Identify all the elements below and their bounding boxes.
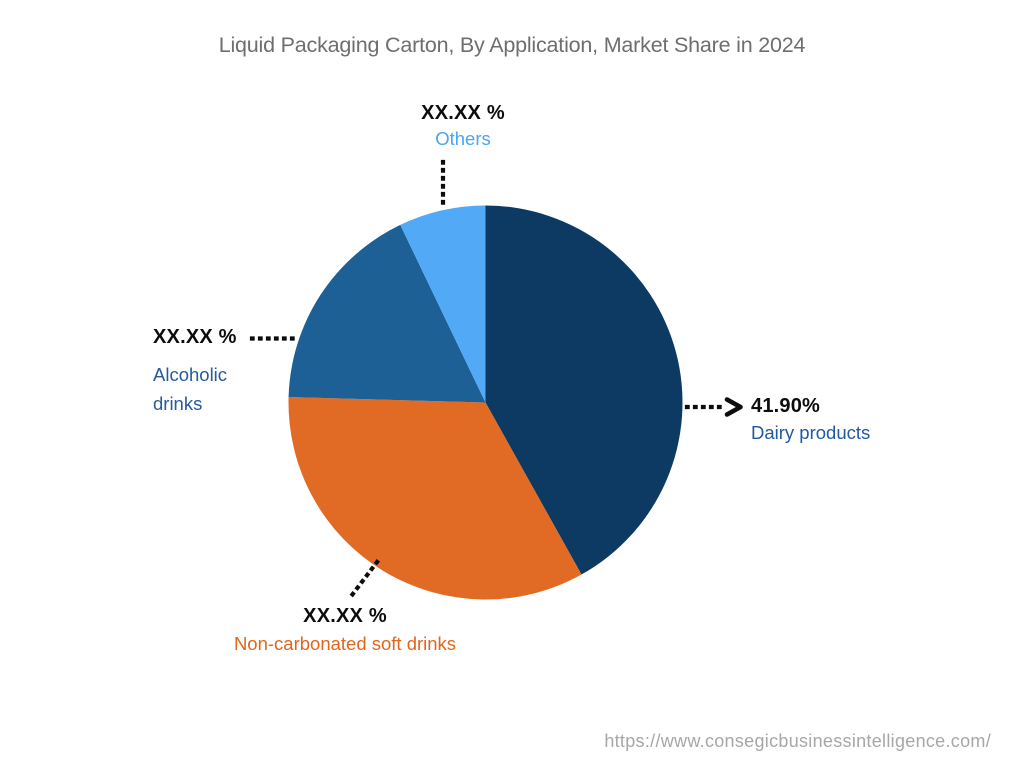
label-alcoholic-drinks: XX.XX % Alcoholic drinks (153, 327, 263, 418)
pie-slice-others (400, 205, 486, 403)
label-dairy-products: 41.90% Dairy products (751, 396, 971, 443)
value-non-carbonated-soft-drinks: XX.XX % (303, 605, 387, 627)
arrowhead-dairy-products (724, 397, 743, 417)
pie-slice-dairy-products (485, 205, 683, 575)
category-dairy-products: Dairy products (751, 422, 871, 443)
category-non-carbonated-soft-drinks: Non-carbonated soft drinks (233, 633, 457, 654)
category-others: Others (435, 128, 491, 149)
chart-title: Liquid Packaging Carton, By Application,… (218, 33, 806, 57)
value-dairy-products: 41.90% (751, 395, 821, 417)
pie-slice-non-carbonated-soft-drinks (288, 397, 582, 600)
category-alcoholic-drinks: Alcoholic drinks (153, 364, 228, 414)
value-alcoholic-drinks: XX.XX % (153, 326, 237, 348)
label-others: XX.XX % Others (383, 103, 543, 149)
pie-slice-alcoholic-drinks (288, 224, 486, 403)
label-non-carbonated-soft-drinks: XX.XX % Non-carbonated soft drinks (215, 606, 475, 654)
source-url: https://www.consegicbusinessintelligence… (604, 731, 991, 751)
pie-slices-group (288, 205, 683, 600)
value-others: XX.XX % (421, 102, 505, 124)
leader-line-non-carbonated-soft-drinks (346, 559, 380, 602)
